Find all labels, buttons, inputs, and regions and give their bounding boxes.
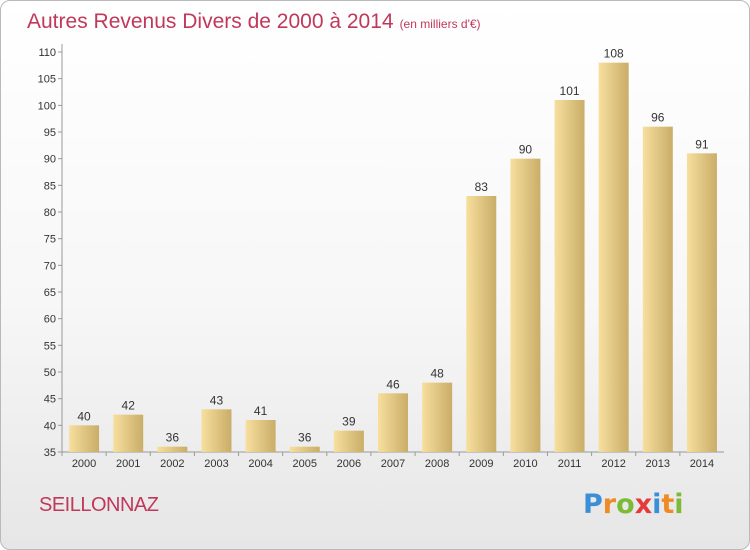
bar-value-label: 41 — [254, 404, 268, 418]
y-tick-label: 105 — [38, 74, 56, 86]
bar-value-label: 46 — [386, 377, 400, 391]
place-name: SEILLONNAZ — [39, 494, 159, 516]
y-tick-label: 50 — [44, 367, 56, 379]
y-tick-label: 75 — [44, 234, 56, 246]
bar — [422, 382, 453, 452]
logo-letter: r — [602, 489, 617, 520]
x-tick-label: 2007 — [381, 458, 405, 470]
logo-letter: i — [674, 489, 684, 520]
logo-letter: i — [652, 489, 662, 520]
bar — [113, 414, 144, 452]
y-tick-label: 110 — [38, 47, 56, 59]
x-tick-label: 2008 — [425, 458, 449, 470]
y-tick-label: 100 — [38, 100, 56, 112]
y-tick-label: 90 — [44, 154, 56, 166]
bar-value-label: 108 — [604, 47, 624, 61]
y-tick-label: 40 — [44, 420, 56, 432]
y-tick-label: 85 — [44, 180, 56, 192]
y-tick-label: 35 — [44, 447, 56, 459]
bars — [69, 62, 717, 453]
title-text: Autres Revenus Divers de 2000 à 2014 — [27, 10, 394, 33]
bar — [69, 425, 100, 452]
bar — [642, 126, 673, 453]
bar — [466, 196, 497, 452]
bar-value-label: 90 — [519, 143, 533, 157]
y-tick-label: 60 — [44, 314, 56, 326]
y-tick-label: 45 — [44, 394, 56, 406]
y-tick-label: 55 — [44, 340, 56, 352]
bar — [554, 100, 585, 452]
x-tick-label: 2006 — [337, 458, 361, 470]
x-tick-label: 2013 — [646, 458, 670, 470]
x-tick-label: 2012 — [601, 458, 625, 470]
bar-value-label: 36 — [166, 431, 180, 445]
bar — [598, 62, 629, 453]
logo-letter: t — [661, 489, 675, 520]
x-tick-label: 2009 — [469, 458, 493, 470]
bar — [245, 420, 276, 452]
logo-letter: P — [583, 489, 603, 520]
bar-value-label: 91 — [695, 137, 709, 151]
y-tick-label: 70 — [44, 260, 56, 272]
x-tick-label: 2001 — [116, 458, 140, 470]
bar — [289, 446, 320, 452]
y-tick-label: 65 — [44, 287, 56, 299]
x-tick-label: 2014 — [690, 458, 714, 470]
title-unit: (en milliers d'€) — [399, 17, 481, 31]
x-tick-label: 2011 — [558, 458, 582, 470]
data-labels: 40 42 36 43 41 36 39 46 48 83 90 101 108 96 91 — [77, 47, 709, 445]
bar-value-label: 48 — [430, 367, 444, 381]
y-tick-label: 80 — [44, 207, 56, 219]
bar-value-label: 96 — [651, 111, 665, 125]
x-tick-label: 2003 — [204, 458, 228, 470]
x-tick-label: 2005 — [292, 458, 316, 470]
x-tick-label: 2000 — [72, 458, 96, 470]
bar-value-label: 83 — [475, 180, 489, 194]
bar-value-label: 101 — [560, 84, 580, 98]
bar — [201, 409, 232, 452]
bar — [378, 393, 408, 452]
bar — [686, 153, 717, 453]
x-tick-label: 2010 — [513, 458, 537, 470]
bar-value-label: 42 — [122, 399, 136, 413]
bar-value-label: 36 — [298, 431, 312, 445]
proxiti-logo[interactable]: Proxiti — [583, 489, 684, 520]
bar — [510, 158, 541, 452]
bar — [333, 430, 364, 452]
bar — [157, 446, 188, 452]
bar-value-label: 40 — [77, 409, 91, 423]
logo-letter: o — [616, 489, 635, 520]
bar-value-label: 43 — [210, 393, 224, 407]
logo-letter: x — [634, 489, 653, 520]
chart-title: Autres Revenus Divers de 2000 à 2014 (en … — [27, 10, 481, 34]
x-tick-label: 2002 — [160, 458, 184, 470]
x-tick-label: 2004 — [248, 458, 272, 470]
y-tick-label: 95 — [44, 127, 56, 139]
bar-value-label: 39 — [342, 415, 356, 429]
